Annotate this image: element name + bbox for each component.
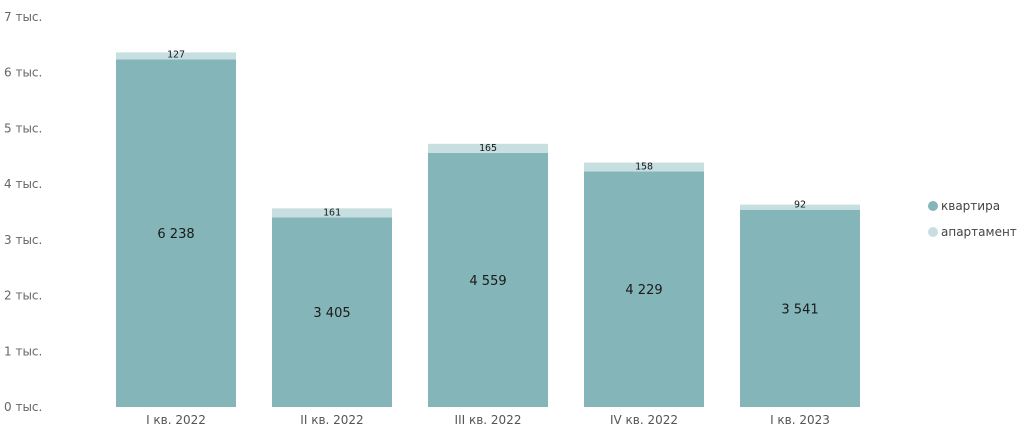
legend-label: апартамент bbox=[941, 225, 1017, 239]
y-tick-label: 5 тыс. bbox=[4, 121, 42, 135]
legend-item[interactable]: апартамент bbox=[928, 225, 1017, 239]
legend-item[interactable]: квартира bbox=[928, 199, 1000, 213]
bar-apartament[interactable] bbox=[116, 52, 236, 60]
bar-kvartira[interactable] bbox=[428, 152, 548, 407]
x-tick-label: I кв. 2022 bbox=[146, 413, 206, 427]
bar-group: 3 541 92 bbox=[740, 200, 860, 407]
x-tick-label: III кв. 2022 bbox=[455, 413, 522, 427]
y-tick-label: 1 тыс. bbox=[4, 344, 42, 358]
bar-kvartira[interactable] bbox=[116, 59, 236, 407]
data-label-apartament: 92 bbox=[794, 200, 806, 211]
bar-apartament[interactable] bbox=[428, 143, 548, 153]
y-tick-label: 0 тыс. bbox=[4, 400, 42, 414]
x-tick-label: II кв. 2022 bbox=[300, 413, 363, 427]
bar-group: 3 405 161 bbox=[272, 207, 392, 407]
y-tick-label: 3 тыс. bbox=[4, 233, 42, 247]
bar-apartament[interactable] bbox=[740, 204, 860, 210]
data-label-kvartira: 4 559 bbox=[469, 274, 506, 289]
data-label-apartament: 158 bbox=[635, 161, 653, 172]
y-tick-label: 6 тыс. bbox=[4, 66, 42, 80]
data-label-kvartira: 3 405 bbox=[313, 306, 350, 321]
data-label-apartament: 161 bbox=[323, 207, 341, 218]
legend-marker-icon bbox=[928, 227, 938, 237]
bar-kvartira[interactable] bbox=[272, 217, 392, 407]
y-axis: 0 тыс. 1 тыс. 2 тыс. 3 тыс. 4 тыс. 5 тыс. 6 ты… bbox=[4, 10, 42, 414]
data-label-kvartira: 4 229 bbox=[625, 283, 662, 298]
bar-apartament[interactable] bbox=[584, 162, 704, 172]
y-tick-label: 4 тыс. bbox=[4, 177, 42, 191]
x-tick-label: IV кв. 2022 bbox=[610, 413, 678, 427]
data-label-kvartira: 6 238 bbox=[157, 227, 194, 242]
bars: 6 238 127 3 405 161 4 559 165 4 229 158 3 541 92 bbox=[116, 49, 860, 407]
legend-marker-icon bbox=[928, 201, 938, 211]
data-label-apartament: 165 bbox=[479, 143, 497, 154]
legend-label: квартира bbox=[941, 199, 1000, 213]
bar-group: 4 559 165 bbox=[428, 143, 548, 407]
bar-apartament[interactable] bbox=[272, 208, 392, 218]
bar-kvartira[interactable] bbox=[740, 209, 860, 407]
data-label-kvartira: 3 541 bbox=[781, 302, 818, 317]
data-label-apartament: 127 bbox=[167, 49, 185, 60]
bar-group: 6 238 127 bbox=[116, 49, 236, 407]
bar-group: 4 229 158 bbox=[584, 161, 704, 407]
bar-kvartira[interactable] bbox=[584, 171, 704, 407]
y-tick-label: 2 тыс. bbox=[4, 289, 42, 303]
x-axis: I кв. 2022 II кв. 2022 III кв. 2022 IV кв. … bbox=[146, 413, 830, 427]
x-tick-label: I кв. 2023 bbox=[770, 413, 830, 427]
legend: квартира апартамент bbox=[928, 199, 1017, 239]
y-tick-label: 7 тыс. bbox=[4, 10, 42, 24]
